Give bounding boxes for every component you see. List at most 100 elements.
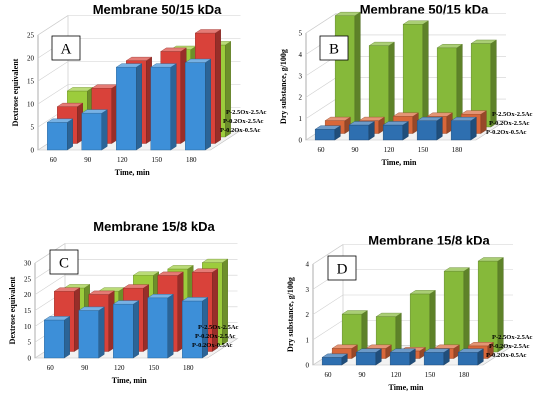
bar-front [334, 15, 356, 128]
bar-front [450, 120, 472, 141]
bar-top [416, 116, 444, 121]
panel-letter-box [51, 35, 81, 61]
bar-top [201, 258, 229, 263]
x-tick-label: 120 [117, 156, 128, 164]
bar [115, 63, 143, 151]
y-tick-label: 15 [24, 307, 32, 315]
bar-side [133, 300, 139, 359]
bar-front [44, 319, 65, 359]
bar-side [170, 63, 177, 151]
bar-top [423, 348, 451, 353]
bar-top [115, 63, 143, 68]
chart-title: Membrane 50/15 kDa [360, 2, 489, 17]
chart-title: Membrane 15/8 kDa [93, 219, 215, 234]
panel-letter: A [61, 42, 72, 58]
y-tick-label: 5 [299, 30, 303, 38]
bar-front [355, 352, 377, 366]
bar-top [157, 271, 184, 276]
gridline [34, 243, 238, 264]
bar-front [47, 122, 68, 151]
bar [450, 116, 478, 141]
bar-front [116, 66, 137, 151]
x-axis-title: Time, min [115, 168, 151, 177]
bar-top [389, 348, 417, 353]
bar [477, 257, 505, 353]
bar-top [426, 112, 454, 117]
x-axis-title: Time, min [389, 383, 425, 392]
chart-title: Membrane 50/15 kDa [93, 2, 222, 17]
y-tick-label: 30 [24, 260, 32, 268]
panel-d: Membrane 15/8 kDa 0 1 2 3 4 60 90 120 150 180 Time,… [286, 233, 533, 392]
bar-top [358, 116, 386, 121]
y-tick-label: 20 [27, 55, 35, 63]
bar-top [409, 290, 437, 295]
bar [341, 310, 369, 353]
legend-entry: P-0.2Ox-2.5Ac [489, 120, 530, 127]
y-tick-label: 3 [299, 72, 303, 80]
bar-top [477, 257, 505, 262]
y-tick-label: 2 [299, 94, 303, 102]
bar-top [450, 116, 478, 121]
panel-letter: B [329, 42, 339, 58]
bar-top [470, 39, 498, 44]
bar-top [167, 265, 194, 270]
bar-top [181, 297, 209, 302]
bar [184, 58, 212, 151]
y-tick-label: 0 [28, 355, 32, 363]
x-tick-label: 120 [114, 364, 125, 372]
y-axis-title: Dry substance, g/100g [279, 49, 288, 124]
x-tick-label: 120 [384, 146, 395, 154]
bar-top [348, 121, 376, 126]
legend-entry: P-2.5Ox-2.5Ac [492, 111, 533, 118]
panel-a: Membrane 50/15 kDa 0 5 10 15 20 25 60 90 120 150 18… [11, 2, 267, 177]
bar-front [185, 62, 206, 151]
panel-letter: C [59, 256, 69, 272]
bar-top [191, 268, 219, 273]
bar [321, 353, 349, 366]
panel-letter-box [319, 35, 349, 61]
bar-top [78, 306, 105, 311]
x-tick-label: 60 [318, 146, 326, 154]
bar-top [150, 63, 177, 68]
bar-top [314, 125, 342, 130]
bar-top [436, 44, 464, 49]
gridline [312, 244, 513, 265]
gridline [37, 15, 241, 36]
legend-entry: P-0.2Ox-0.5Ac [486, 352, 527, 359]
panel-c: Membrane 15/8 kDa 0 5 10 15 20 25 30 60 90 120 150 1… [8, 219, 239, 385]
bar [43, 316, 71, 359]
bar-top [43, 316, 71, 321]
bar-front [389, 352, 411, 366]
bar [334, 11, 362, 128]
bar-front [409, 293, 431, 353]
bar-front [113, 303, 134, 359]
bar [46, 118, 74, 151]
bar-top [122, 284, 150, 289]
legend-entry: P-0.2Ox-0.5Ac [486, 129, 527, 136]
y-tick-label: 25 [24, 275, 32, 283]
bar-top [467, 342, 495, 347]
bar-top [125, 56, 153, 61]
bar-front [416, 120, 438, 141]
bar-front [348, 124, 370, 141]
panel-letter-box [327, 255, 357, 281]
y-tick-label: 3 [306, 286, 310, 294]
x-tick-label: 180 [183, 364, 194, 372]
bar-top [194, 29, 222, 34]
bar [416, 116, 444, 141]
bar-front [382, 124, 404, 141]
y-axis-title: Dry substance, g/100g [286, 277, 295, 352]
bar-front [314, 129, 336, 141]
bar-top [457, 348, 485, 353]
y-tick-label: 5 [28, 339, 32, 347]
gridline [305, 13, 506, 34]
bar-top [160, 47, 187, 52]
y-tick-label: 1 [306, 336, 310, 344]
bar-side [136, 63, 142, 151]
bar-front [81, 112, 102, 151]
bar-top [365, 344, 393, 349]
x-tick-label: 150 [425, 371, 436, 379]
legend-entry: P-2.5Ox-2.5Ac [492, 334, 533, 341]
bar-top [341, 310, 369, 315]
